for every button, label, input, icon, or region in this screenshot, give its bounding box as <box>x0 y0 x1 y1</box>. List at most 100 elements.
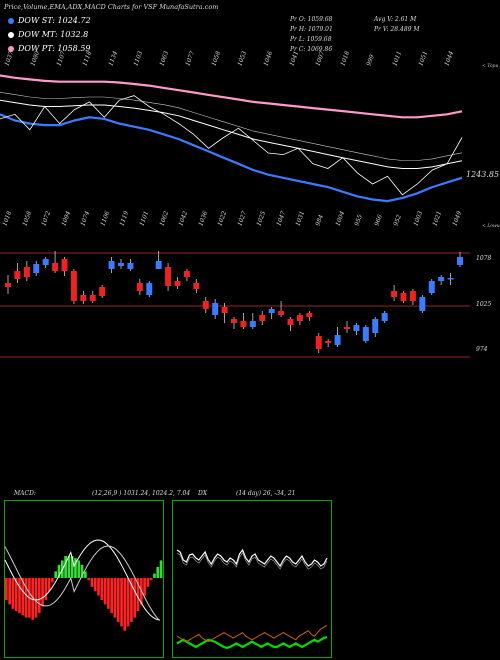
macd-bar-39 <box>133 578 137 618</box>
candle-body-25 <box>240 321 247 327</box>
ma-line-2 <box>0 74 463 119</box>
candle-body-30 <box>287 319 294 325</box>
ohlc-low: Pr L: 1059.68 <box>290 36 332 43</box>
macd-bar-20 <box>70 556 74 578</box>
legend-swatch-mt <box>8 32 14 38</box>
macd-bar-38 <box>130 578 133 622</box>
candle-body-9 <box>89 295 96 301</box>
macd-bar-23 <box>80 564 84 578</box>
candle-body-11 <box>108 261 115 269</box>
candle-body-17 <box>165 267 172 286</box>
macd-bar-12 <box>44 578 48 600</box>
macd-bar-24 <box>84 571 87 578</box>
macd-bar-34 <box>116 578 120 622</box>
candle-body-7 <box>70 271 77 301</box>
macd-signal-line <box>4 545 161 622</box>
legend-label-pt: DOW PT: 1058.59 <box>18 44 91 53</box>
candle-body-47 <box>447 278 454 280</box>
candle-body-12 <box>118 263 124 266</box>
macd-bar-47 <box>159 560 163 578</box>
ohlc-avg-volume: Avg V: 2.61 M <box>374 16 417 23</box>
ma-envelope-line <box>0 92 463 161</box>
macd-bar-10 <box>37 578 41 614</box>
ohlc-volume: Pr V: 28.489 M <box>374 26 420 33</box>
legend-swatch-st <box>8 18 14 24</box>
macd-title: MACD: <box>14 490 36 497</box>
legend-label-st: DOW ST: 1024.72 <box>18 16 91 25</box>
bottom-tick-label-19: 966 <box>373 213 384 227</box>
candle-body-39 <box>372 319 379 333</box>
ma-chart <box>0 74 463 203</box>
candle-body-33 <box>315 336 322 349</box>
macd-bar-6 <box>24 578 28 618</box>
level-label-low: 974 <box>476 346 488 353</box>
macd-bar-30 <box>103 578 107 605</box>
legend-label-mt: DOW MT: 1032.8 <box>18 30 89 39</box>
candle-body-22 <box>212 303 219 315</box>
ma-top-side-label: < Topu <box>482 64 499 69</box>
candle-body-31 <box>296 315 303 321</box>
macd-bar-31 <box>107 578 110 609</box>
adx-params: (14 day) 26, -34, 21 <box>236 490 296 497</box>
candle-body-43 <box>409 291 416 301</box>
candle-body-3 <box>33 264 40 273</box>
macd-bar-46 <box>156 567 160 578</box>
adx-line-1 <box>176 636 328 650</box>
candle-body-38 <box>362 327 369 341</box>
macd-bar-2 <box>11 578 15 609</box>
macd-line <box>4 539 160 621</box>
macd-bar-25 <box>87 578 90 581</box>
macd-bar-32 <box>110 578 114 614</box>
candle-body-6 <box>61 259 68 271</box>
macd-bar-18 <box>64 556 67 578</box>
candle-body-26 <box>249 321 256 327</box>
legend-item-dow-st: DOW ST: 1024.72 <box>8 16 91 25</box>
candle-body-1 <box>14 271 21 279</box>
bottom-tick-label-20: 952 <box>392 213 404 227</box>
legend-item-dow-mt: DOW MT: 1032.8 <box>8 30 88 39</box>
candle-body-34 <box>325 341 332 343</box>
candle-body-21 <box>202 301 209 309</box>
macd-bar-1 <box>8 578 11 605</box>
candle-body-18 <box>174 281 181 286</box>
level-label-high: 1078 <box>476 255 492 262</box>
candle-body-35 <box>334 335 341 345</box>
adx-line-shadow <box>176 552 328 570</box>
candle-body-5 <box>52 263 59 271</box>
candle-body-37 <box>353 325 360 331</box>
candle-body-32 <box>306 313 313 317</box>
macd-bar-43 <box>146 578 150 587</box>
macd-bar-13 <box>47 578 51 592</box>
candle-body-16 <box>155 261 162 269</box>
candle-body-23 <box>221 307 228 313</box>
bottom-tick-label-18: 955 <box>353 213 365 227</box>
candle-body-4 <box>42 259 49 265</box>
macd-bar-35 <box>120 578 123 627</box>
ma-line-1 <box>0 99 463 169</box>
macd-bar-3 <box>14 578 18 611</box>
candle-body-41 <box>391 291 398 297</box>
candle-body-29 <box>278 311 285 315</box>
candle-body-8 <box>80 295 87 301</box>
level-label-mid: 1025 <box>476 301 492 308</box>
macd-bar-37 <box>126 578 130 627</box>
macd-bar-19 <box>67 556 71 578</box>
candle-body-15 <box>146 283 153 295</box>
macd-bar-14 <box>51 578 54 583</box>
macd-panel <box>4 500 164 658</box>
candle-body-46 <box>438 277 445 281</box>
legend-item-dow-pt: DOW PT: 1058.59 <box>8 44 91 53</box>
candle-body-20 <box>193 283 200 289</box>
macd-bar-9 <box>34 578 38 618</box>
macd-bar-16 <box>57 564 61 578</box>
macd-bar-5 <box>21 578 25 616</box>
candle-body-0 <box>5 283 11 287</box>
macd-bar-33 <box>113 578 117 618</box>
macd-bar-45 <box>153 573 156 578</box>
candle-body-10 <box>99 287 106 296</box>
macd-bar-15 <box>54 571 58 578</box>
macd-bar-11 <box>41 578 44 607</box>
ohlc-open: Pr O: 1059.68 <box>290 16 333 23</box>
candle-body-19 <box>183 271 190 277</box>
candle-body-24 <box>231 319 237 323</box>
